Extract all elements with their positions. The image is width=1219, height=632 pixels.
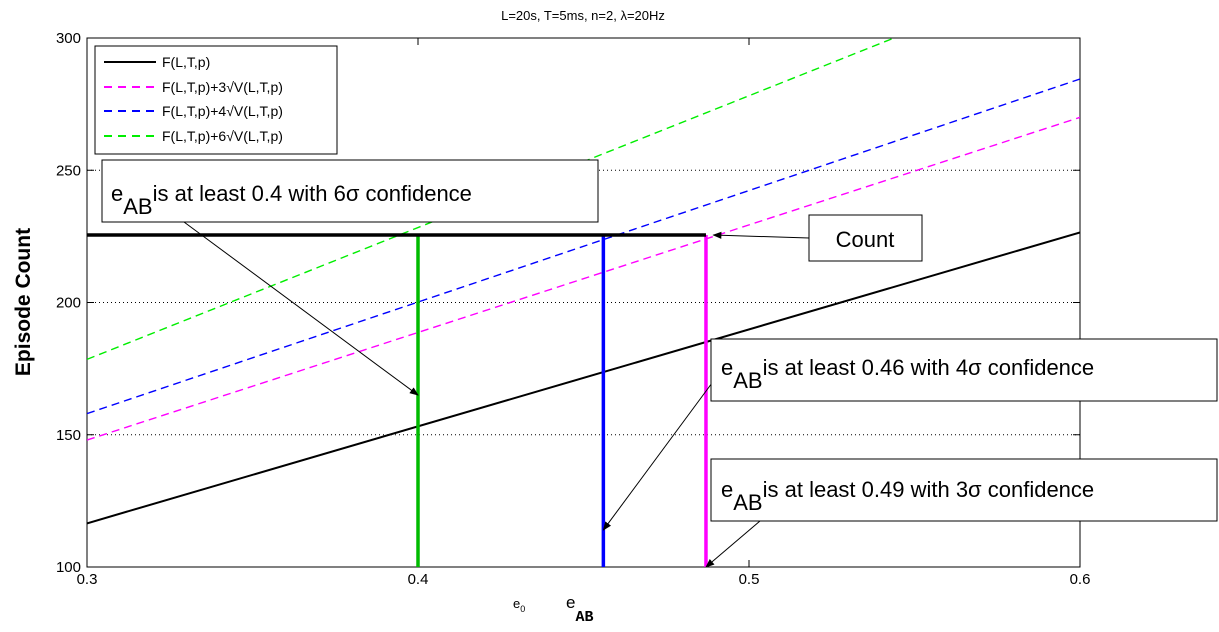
y-axis-label: Episode Count bbox=[12, 228, 35, 376]
x-tick-label: 0.3 bbox=[77, 571, 98, 588]
legend-label-0: F(L,T,p) bbox=[162, 54, 210, 70]
annotation-arrow-1 bbox=[712, 231, 810, 239]
annotation-count-box bbox=[808, 214, 923, 262]
annotation-6sigma-main: e bbox=[111, 181, 123, 206]
chart-title: L=20s, T=5ms, n=2, λ=20Hz bbox=[501, 8, 665, 23]
annotation-4sigma-text: eABis at least 0.46 with 4σ confidence bbox=[721, 355, 1094, 393]
count-markers bbox=[87, 233, 708, 567]
annotation-6sigma-sub: AB bbox=[123, 194, 152, 219]
x-annotation-e0: e0 bbox=[513, 596, 525, 614]
x-annotation-e0-sub: 0 bbox=[520, 604, 525, 614]
annotation-4sigma-sub: AB bbox=[733, 368, 762, 393]
annotation-arrows bbox=[183, 221, 810, 568]
legend: F(L,T,p) F(L,T,p)+3√V(L,T,p) F(L,T,p)+4√… bbox=[94, 45, 338, 155]
x-tick-label: 0.5 bbox=[739, 571, 760, 588]
x-annotation-eab-main: e bbox=[566, 593, 575, 612]
annotation-3sigma-rest: is at least 0.49 with 3σ confidence bbox=[763, 477, 1095, 502]
annotation-3sigma: eABis at least 0.49 with 3σ confidence bbox=[710, 458, 1218, 522]
annotation-3sigma-sub: AB bbox=[733, 490, 762, 515]
annotation-6sigma-rest: is at least 0.4 with 6σ confidence bbox=[153, 181, 472, 206]
annotation-3sigma-text: eABis at least 0.49 with 3σ confidence bbox=[721, 477, 1094, 515]
x-annotation-eab-sub: AB bbox=[575, 609, 593, 626]
annotation-6sigma-box bbox=[101, 159, 599, 223]
series-line-2 bbox=[87, 78, 1080, 415]
annotation-6sigma: eABis at least 0.4 with 6σ confidence bbox=[101, 159, 599, 223]
x-annotation-eab: eAB bbox=[566, 593, 593, 626]
annotation-4sigma-rest: is at least 0.46 with 4σ confidence bbox=[763, 355, 1095, 380]
annotation-6sigma-text: eABis at least 0.4 with 6σ confidence bbox=[111, 181, 472, 219]
series-line-1 bbox=[87, 116, 1080, 441]
annotation-4sigma: eABis at least 0.46 with 4σ confidence bbox=[710, 338, 1218, 402]
annotation-3sigma-main: e bbox=[721, 477, 733, 502]
x-tick-label: 0.6 bbox=[1070, 571, 1091, 588]
annotation-arrow-2 bbox=[602, 382, 713, 531]
axis-ticks: 100 150 200 250 300 0.3 0.4 0.5 0.6 bbox=[56, 30, 1090, 588]
annotation-4sigma-main: e bbox=[721, 355, 733, 380]
x-annotation-e0-main: e bbox=[513, 596, 520, 611]
x-tick-label: 0.4 bbox=[408, 571, 429, 588]
legend-label-3: F(L,T,p)+6√V(L,T,p) bbox=[162, 128, 283, 144]
series-line-0 bbox=[87, 231, 1080, 525]
annotation-count-text: Count bbox=[836, 227, 895, 252]
annotation-arrow-3 bbox=[705, 520, 761, 568]
y-tick-label: 200 bbox=[56, 295, 81, 312]
y-tick-label: 150 bbox=[56, 427, 81, 444]
y-tick-label: 300 bbox=[56, 30, 81, 47]
annotation-arrow-0 bbox=[183, 221, 419, 396]
y-tick-label: 250 bbox=[56, 162, 81, 179]
annotation-3sigma-box bbox=[710, 458, 1218, 522]
legend-label-1: F(L,T,p)+3√V(L,T,p) bbox=[162, 79, 283, 95]
annotation-count: Count bbox=[808, 214, 923, 262]
legend-label-2: F(L,T,p)+4√V(L,T,p) bbox=[162, 103, 283, 119]
annotation-4sigma-box bbox=[710, 338, 1218, 402]
y-tick-label: 100 bbox=[56, 559, 81, 576]
